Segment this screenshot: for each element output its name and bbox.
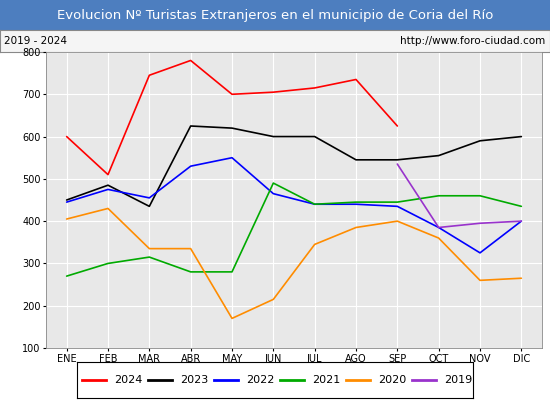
Text: 2020: 2020 <box>378 375 406 385</box>
Text: 2019 - 2024: 2019 - 2024 <box>4 36 68 46</box>
Text: Evolucion Nº Turistas Extranjeros en el municipio de Coria del Río: Evolucion Nº Turistas Extranjeros en el … <box>57 8 493 22</box>
Text: 2019: 2019 <box>444 375 472 385</box>
Text: 2024: 2024 <box>114 375 142 385</box>
Text: 2023: 2023 <box>180 375 208 385</box>
Text: 2022: 2022 <box>246 375 274 385</box>
Text: 2021: 2021 <box>312 375 340 385</box>
Text: http://www.foro-ciudad.com: http://www.foro-ciudad.com <box>400 36 546 46</box>
